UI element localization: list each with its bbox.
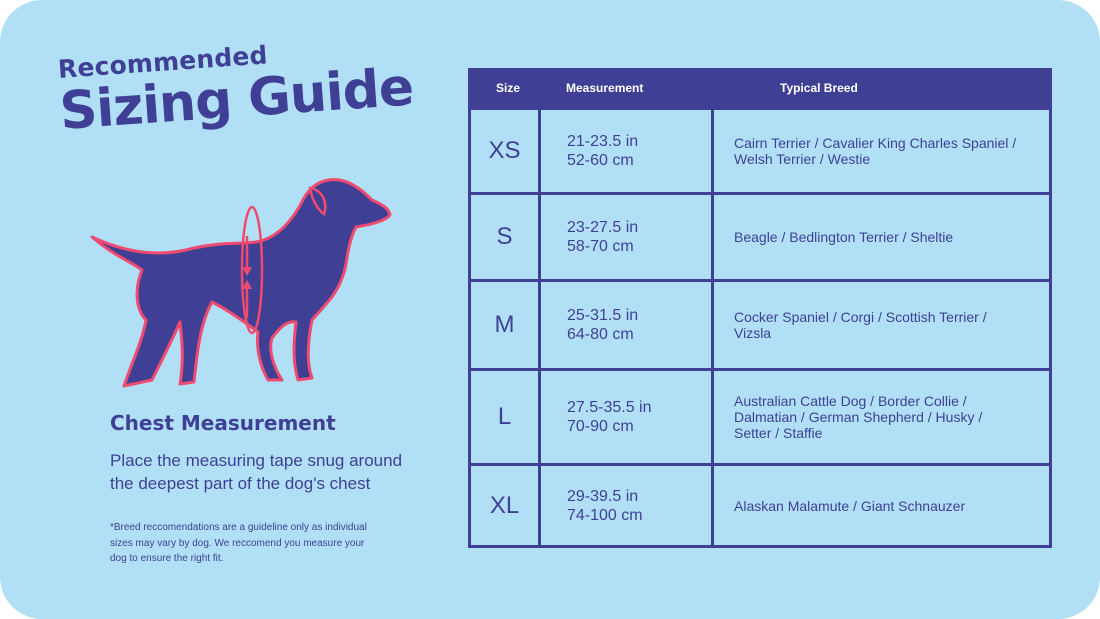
table-row-breed: Beagle / Bedlington Terrier / Sheltie: [714, 195, 1049, 279]
table-row-size: M: [471, 282, 538, 368]
table-row-size: S: [471, 195, 538, 279]
measurement-centimeters: 74-100 cm: [567, 506, 643, 524]
table-row-measurement: 27.5-35.5 in 70-90 cm: [541, 371, 711, 463]
header-size: Size: [496, 81, 521, 95]
table-row-breed: Cocker Spaniel / Corgi / Scottish Terrie…: [714, 282, 1049, 368]
table-row-size: L: [471, 371, 538, 463]
table-row-size: XS: [471, 110, 538, 192]
measurement-inches: 29-39.5 in: [567, 487, 639, 505]
table-row-breed: Alaskan Malamute / Giant Schnauzer: [714, 466, 1049, 545]
breed-footnote: *Breed reccomendations are a guideline o…: [110, 522, 367, 564]
table-row-size: XL: [471, 466, 538, 545]
table-row-breed: Cairn Terrier / Cavalier King Charles Sp…: [714, 110, 1049, 192]
table-row-measurement: 25-31.5 in 64-80 cm: [541, 282, 711, 368]
table-row-measurement: 29-39.5 in 74-100 cm: [541, 466, 711, 545]
measurement-centimeters: 64-80 cm: [567, 326, 634, 343]
measurement-inches: 21-23.5 in: [567, 133, 639, 150]
header-breed: Typical Breed: [780, 81, 858, 95]
table-row-measurement: 21-23.5 in 52-60 cm: [541, 110, 711, 192]
measurement-inches: 23-27.5 in: [567, 219, 639, 236]
table-row-measurement: 23-27.5 in 58-70 cm: [541, 195, 711, 279]
chest-measurement-heading: Chest Measurement: [110, 411, 336, 435]
measurement-inches: 25-31.5 in: [567, 307, 639, 324]
table-header: Size Measurement Typical Breed: [468, 68, 1052, 108]
sizing-table: Size Measurement Typical Breed XS 21-23.…: [468, 68, 1052, 548]
measurement-centimeters: 58-70 cm: [567, 238, 634, 255]
measurement-inches: 27.5-35.5 in: [567, 399, 652, 416]
measurement-centimeters: 52-60 cm: [567, 152, 634, 169]
measurement-centimeters: 70-90 cm: [567, 418, 634, 435]
dog-chest-measurement-icon: [90, 178, 392, 388]
chest-measurement-description: Place the measuring tape snug around the…: [110, 451, 403, 493]
header-measurement: Measurement: [566, 81, 644, 95]
table-row-breed: Australian Cattle Dog / Border Collie / …: [714, 371, 1049, 463]
